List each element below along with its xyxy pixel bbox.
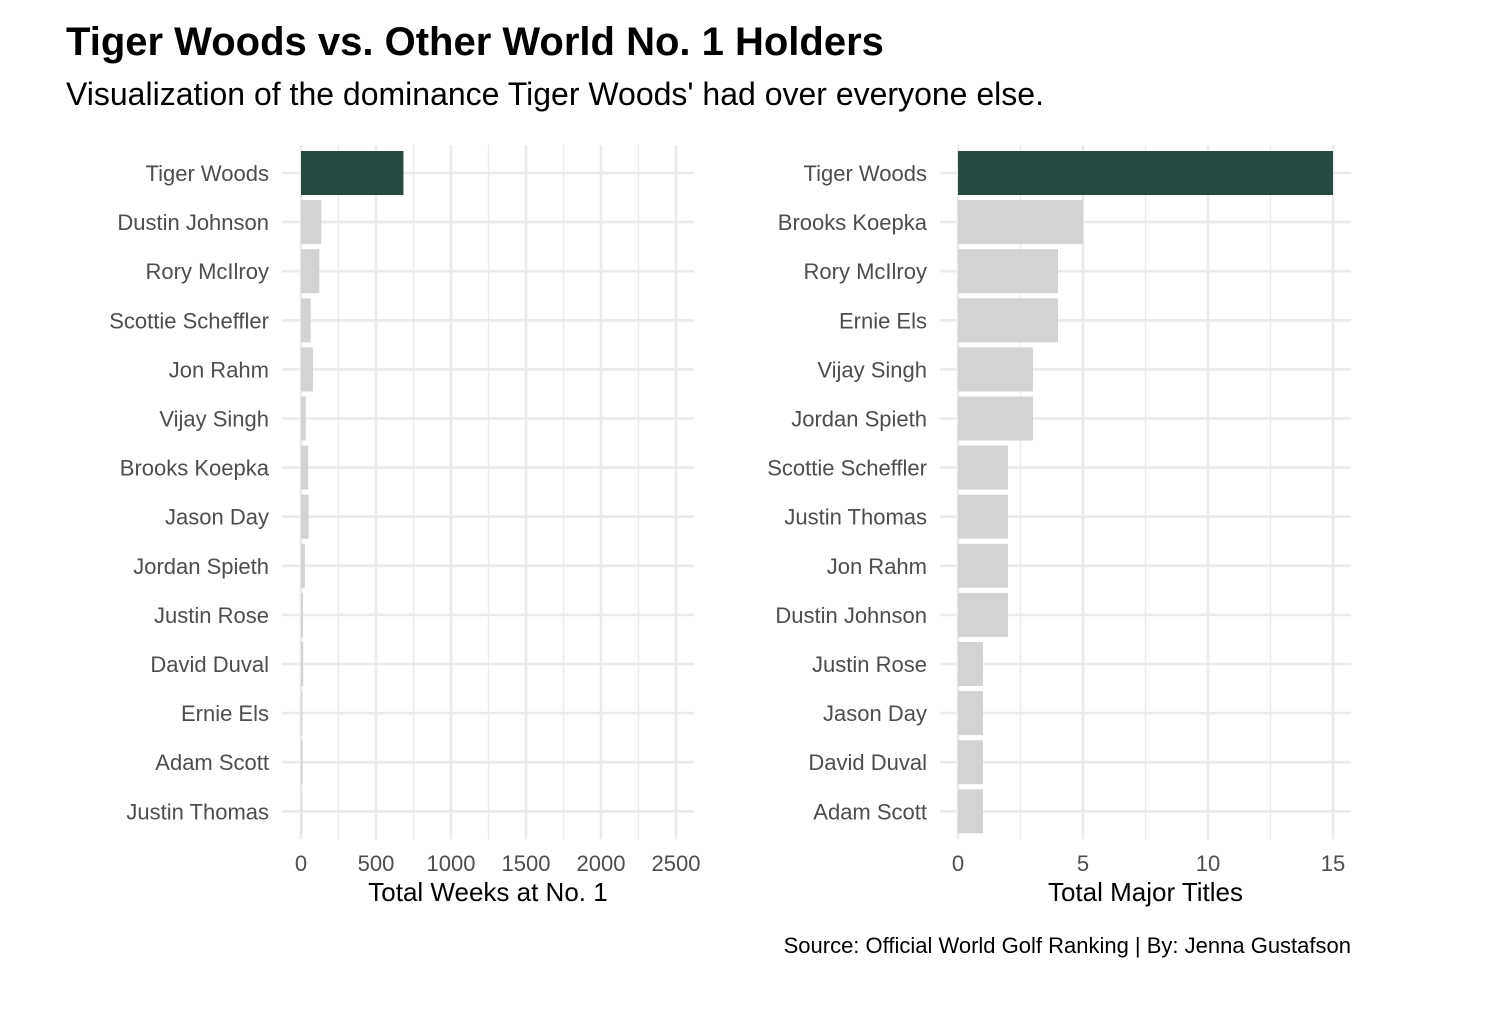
weeks-bar [301,347,313,392]
weeks-bar [301,445,309,490]
weeks-x-axis-title: Total Weeks at No. 1 [368,877,607,907]
weeks-category-label: Justin Thomas [126,799,269,824]
majors-bar [958,249,1058,294]
weeks-category-label: Justin Rose [154,603,269,628]
weeks-bar [301,298,311,343]
majors-category-label: Rory McIlroy [804,259,927,284]
weeks-bar [301,543,305,588]
majors-bar [958,642,983,686]
majors-x-tick-label: 10 [1196,851,1220,876]
majors-bar [958,543,1008,588]
weeks-bar [301,592,303,637]
majors-bar [958,691,983,736]
weeks-x-tick-label: 1500 [502,851,551,876]
majors-bar [958,445,1008,490]
weeks-category-label: Dustin Johnson [117,210,269,235]
weeks-x-tick-label: 2500 [652,851,701,876]
weeks-x-tick-label: 500 [358,851,395,876]
majors-category-label: Ernie Els [839,308,927,333]
chart-caption: Source: Official World Golf Ranking | By… [783,933,1351,958]
weeks-x-tick-label: 0 [295,851,307,876]
weeks-bar [301,396,306,441]
weeks-x-tick-label: 2000 [577,851,626,876]
weeks-category-label: Rory McIlroy [146,259,269,284]
weeks-bar [301,740,303,785]
majors-category-label: Vijay Singh [817,357,927,382]
weeks-category-label: Jason Day [165,505,269,530]
weeks-category-label: Tiger Woods [146,161,270,186]
weeks-bar [301,151,404,195]
majors-category-label: Justin Thomas [784,505,927,530]
majors-bar [958,592,1008,637]
majors-category-label: Jon Rahm [827,554,927,579]
weeks-category-label: Ernie Els [181,701,269,726]
majors-x-axis-title: Total Major Titles [1048,877,1243,907]
majors-bar [958,396,1033,441]
weeks-bar [301,200,322,245]
majors-bar [958,151,1333,195]
majors-category-label: Justin Rose [812,652,927,677]
majors-category-label: Tiger Woods [804,161,928,186]
majors-bar [958,740,983,785]
weeks-category-label: Jordan Spieth [133,554,269,579]
weeks-x-tick-label: 1000 [427,851,476,876]
majors-category-label: David Duval [808,750,927,775]
majors-bar [958,298,1058,343]
weeks-bar [301,789,302,834]
weeks-bar [301,249,320,294]
majors-category-label: Adam Scott [813,799,927,824]
majors-x-tick-label: 5 [1077,851,1089,876]
majors-bar [958,347,1033,392]
majors-category-label: Jason Day [823,701,927,726]
weeks-bar [301,691,303,736]
weeks-category-label: Jon Rahm [169,357,269,382]
majors-x-tick-label: 0 [952,851,964,876]
majors-bar [958,200,1083,245]
weeks-category-label: Vijay Singh [159,407,269,432]
chart-title: Tiger Woods vs. Other World No. 1 Holder… [66,20,884,64]
majors-category-label: Dustin Johnson [775,603,927,628]
weeks-category-label: Scottie Scheffler [109,308,269,333]
chart-subtitle: Visualization of the dominance Tiger Woo… [66,76,1044,112]
weeks-category-label: David Duval [150,652,269,677]
weeks-category-label: Adam Scott [155,750,269,775]
majors-bar [958,789,983,834]
majors-category-label: Jordan Spieth [791,407,927,432]
majors-x-tick-label: 15 [1321,851,1345,876]
weeks-bar [301,642,304,686]
weeks-category-label: Brooks Koepka [120,456,270,481]
weeks-bar [301,494,309,539]
majors-bar [958,494,1008,539]
majors-category-label: Brooks Koepka [778,210,928,235]
majors-category-label: Scottie Scheffler [767,456,927,481]
